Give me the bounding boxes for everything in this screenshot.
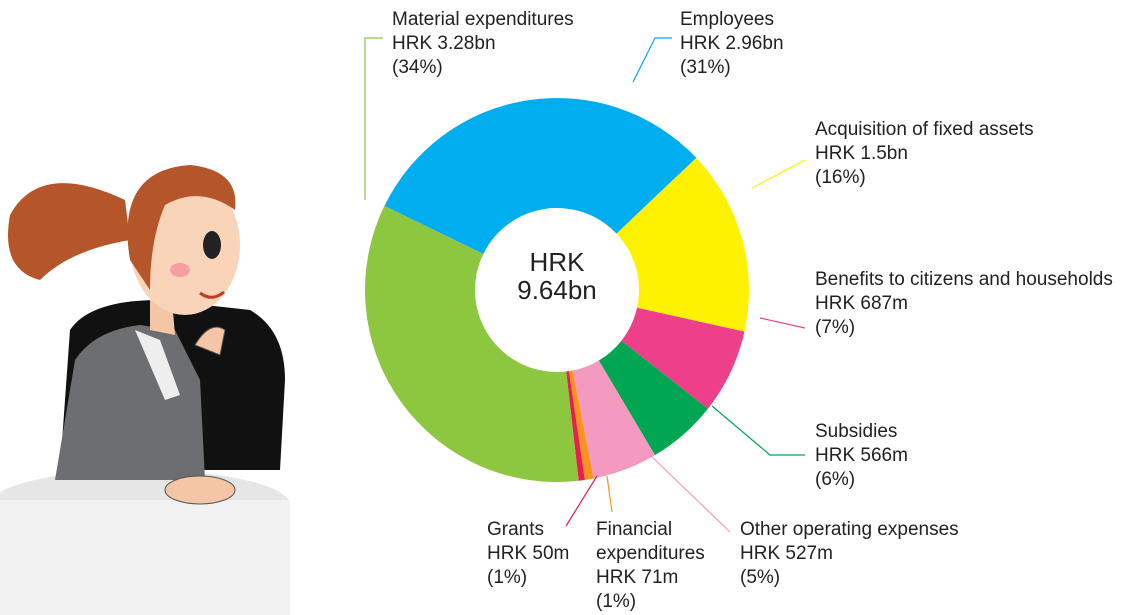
amount-label: HRK 50m <box>487 543 570 564</box>
slice-label: Employees HRK 2.96bn (31%) <box>680 8 784 80</box>
slice-label: Grants HRK 50m (1%) <box>487 518 569 590</box>
person-illustration <box>0 165 290 615</box>
leader-line <box>711 405 805 456</box>
category-name: Acquisition of fixed assets <box>815 119 1034 140</box>
percent-label: (7%) <box>815 317 856 338</box>
donut-slice <box>566 371 585 481</box>
category-name: Material expenditures <box>392 9 574 30</box>
slice-label: Subsidies HRK 566m (6%) <box>815 420 908 492</box>
category-name: Financial expenditures <box>596 519 705 564</box>
donut-slice <box>598 340 708 456</box>
donut-slice <box>365 205 579 482</box>
percent-label: (5%) <box>740 567 781 588</box>
center-label: HRK 9.64bn <box>477 248 637 304</box>
center-label-line: 9.64bn <box>517 275 597 305</box>
amount-label: HRK 71m <box>596 567 679 588</box>
percent-label: (1%) <box>487 567 528 588</box>
category-name: Subsidies <box>815 421 898 442</box>
eye <box>203 231 221 259</box>
shirt <box>135 330 180 400</box>
ponytail <box>8 183 130 280</box>
slice-label: Material expenditures HRK 3.28bn (34%) <box>392 8 574 80</box>
leader-line <box>751 159 806 189</box>
category-name: Benefits to citizens and households <box>815 269 1113 290</box>
percent-label: (31%) <box>680 57 731 78</box>
leader-line <box>565 475 598 527</box>
category-name: Employees <box>680 9 774 30</box>
amount-label: HRK 2.96bn <box>680 33 784 54</box>
leader-line <box>759 317 806 329</box>
leader-line <box>632 37 672 83</box>
percent-label: (34%) <box>392 57 443 78</box>
slice-label: Other operating expenses HRK 527m (5%) <box>740 518 959 590</box>
amount-label: HRK 687m <box>815 293 908 314</box>
cheek <box>170 263 190 277</box>
donut-slice <box>384 98 697 255</box>
donut-slice <box>621 307 745 409</box>
mouth <box>199 290 225 299</box>
hand <box>164 475 236 505</box>
slice-label: Acquisition of fixed assets HRK 1.5bn (16%… <box>815 118 1034 190</box>
center-label-line: HRK <box>529 247 585 277</box>
percent-label: (1%) <box>596 591 637 612</box>
donut-slice <box>572 360 655 479</box>
slice-label: Benefits to citizens and households HRK 6… <box>815 268 1113 340</box>
percent-label: (6%) <box>815 469 856 490</box>
category-name: Grants <box>487 519 545 540</box>
amount-label: HRK 1.5bn <box>815 143 908 164</box>
leader-line <box>606 475 613 513</box>
hair <box>127 165 236 290</box>
donut-slice <box>568 370 594 480</box>
table-front <box>0 500 290 615</box>
percent-label: (16%) <box>815 167 866 188</box>
slice-label: Financial expenditures HRK 71m (1%) <box>596 518 721 614</box>
amount-label: HRK 527m <box>740 543 833 564</box>
leader-line <box>649 454 731 533</box>
leader-line <box>364 37 383 200</box>
chin-hand <box>194 326 226 356</box>
amount-label: HRK 3.28bn <box>392 33 496 54</box>
amount-label: HRK 566m <box>815 445 908 466</box>
category-name: Other operating expenses <box>740 519 959 540</box>
donut-slice <box>616 157 750 332</box>
